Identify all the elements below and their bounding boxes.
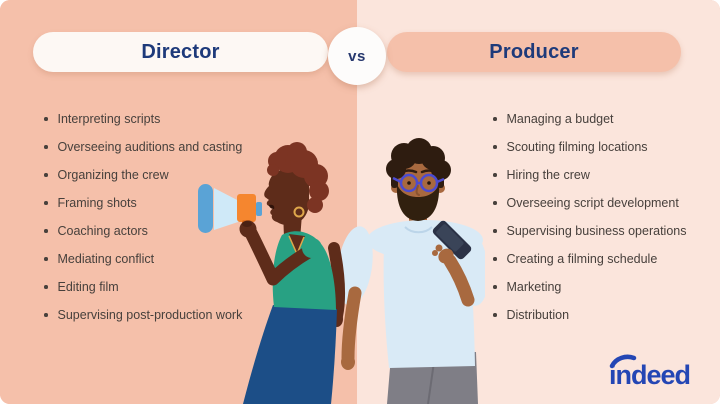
- indeed-logo: indeed: [606, 353, 702, 394]
- list-item-text: Supervising business operations: [506, 224, 687, 238]
- woman-with-megaphone-illustration: [198, 142, 346, 404]
- man-hair: [386, 138, 451, 188]
- bullet-dot: [44, 145, 48, 149]
- list-item: Creating a filming schedule: [493, 245, 686, 273]
- list-item: Overseeing auditions and casting: [44, 133, 242, 161]
- list-item: Overseeing script development: [493, 189, 686, 217]
- list-item-text: Overseeing auditions and casting: [57, 140, 243, 154]
- bullet-dot: [493, 313, 497, 317]
- producer-header-pill: Producer: [387, 32, 681, 72]
- list-item: Mediating conflict: [44, 245, 242, 273]
- bullet-dot: [44, 117, 48, 121]
- bullet-dot: [44, 257, 48, 261]
- list-item-text: Marketing: [506, 280, 562, 294]
- producer-title: Producer: [489, 40, 579, 63]
- list-item-text: Supervising post-production work: [57, 308, 243, 322]
- list-item-text: Creating a filming schedule: [506, 252, 658, 266]
- bullet-dot: [493, 285, 497, 289]
- earring-icon: [293, 206, 305, 218]
- bullet-dot: [44, 313, 48, 317]
- producer-duties-list: Managing a budget Scouting filming locati…: [493, 105, 686, 329]
- bullet-dot: [493, 117, 497, 121]
- list-item: Coaching actors: [44, 217, 242, 245]
- bullet-dot: [493, 229, 497, 233]
- bullet-dot: [493, 201, 497, 205]
- list-item: Distribution: [493, 301, 686, 329]
- woman-hair: [267, 142, 329, 213]
- list-item: Framing shots: [44, 189, 242, 217]
- list-item-text: Coaching actors: [57, 224, 148, 238]
- phone-icon: [432, 220, 472, 260]
- director-header-pill: Director: [33, 32, 328, 72]
- bullet-dot: [493, 145, 497, 149]
- bullet-dot: [493, 257, 497, 261]
- vs-badge: vs: [328, 27, 386, 85]
- bullet-dot: [493, 173, 497, 177]
- list-item-text: Mediating conflict: [57, 252, 155, 266]
- list-item-text: Managing a budget: [506, 112, 614, 126]
- list-item: Hiring the crew: [493, 161, 686, 189]
- bullet-dot: [44, 285, 48, 289]
- list-item: Interpreting scripts: [44, 105, 242, 133]
- glasses-icon: [392, 173, 445, 193]
- bullet-dot: [44, 201, 48, 205]
- list-item: Marketing: [493, 273, 686, 301]
- list-item: Supervising business operations: [493, 217, 686, 245]
- list-item-text: Scouting filming locations: [506, 140, 648, 154]
- list-item-text: Distribution: [506, 308, 570, 322]
- man-with-phone-illustration: [337, 138, 485, 404]
- list-item: Scouting filming locations: [493, 133, 686, 161]
- director-duties-list: Interpreting scripts Overseeing auditions…: [44, 105, 242, 329]
- list-item: Organizing the crew: [44, 161, 242, 189]
- director-title: Director: [141, 40, 220, 63]
- list-item: Managing a budget: [493, 105, 686, 133]
- vs-label: vs: [348, 47, 366, 65]
- list-item-text: Editing film: [57, 280, 119, 294]
- list-item: Editing film: [44, 273, 242, 301]
- indeed-logo-swoosh: [609, 354, 637, 369]
- list-item-text: Hiring the crew: [506, 168, 590, 182]
- list-item-text: Framing shots: [57, 196, 137, 210]
- list-item: Supervising post-production work: [44, 301, 242, 329]
- list-item-text: Interpreting scripts: [57, 112, 161, 126]
- indeed-logo-text: indeed: [609, 360, 690, 389]
- list-item-text: Overseeing script development: [506, 196, 679, 210]
- bullet-dot: [44, 229, 48, 233]
- list-item-text: Organizing the crew: [57, 168, 169, 182]
- director-producer-illustration: [198, 138, 485, 404]
- bullet-dot: [44, 173, 48, 177]
